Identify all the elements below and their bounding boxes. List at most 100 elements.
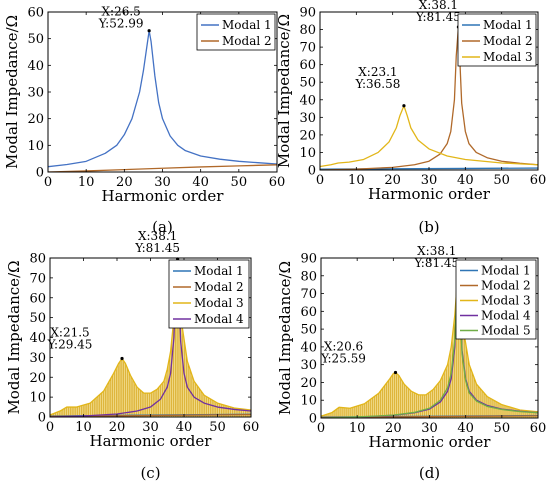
annotation-text: X:21.5 — [50, 325, 89, 339]
y-axis-label: Modal Impedance/Ω — [5, 260, 23, 414]
series-hatch-3 — [50, 266, 251, 417]
x-tick-label: 20 — [385, 421, 402, 436]
x-tick-label: 60 — [530, 421, 547, 436]
y-tick-label: 20 — [27, 112, 44, 127]
legend-entry: Modal 2 — [222, 34, 272, 48]
y-tick-label: 40 — [27, 59, 44, 74]
y-tick-label: 60 — [300, 305, 317, 320]
legend-entry: Modal 2 — [483, 34, 533, 48]
y-tick-label: 20 — [300, 376, 317, 391]
x-axis-label: Harmonic order — [102, 187, 225, 205]
panel-label: (d) — [419, 464, 440, 482]
legend: Modal 1 Modal 2 Modal 3 Modal 4 — [168, 259, 250, 329]
series-line-2 — [320, 26, 538, 170]
x-tick-label: 40 — [457, 173, 474, 188]
y-axis-label: Modal Impedance/Ω — [3, 15, 21, 169]
y-tick-label: 10 — [299, 146, 316, 161]
x-tick-label: 40 — [192, 175, 209, 190]
annotation-text: Y:29.45 — [47, 337, 93, 351]
annotation-text: X:23.1 — [358, 65, 397, 79]
x-tick-label: 0 — [44, 175, 52, 190]
annotation-text: X:38.1 — [417, 244, 456, 258]
legend-entry: Modal 1 — [481, 264, 531, 278]
panel-label: (a) — [152, 218, 173, 236]
y-tick-label: 70 — [300, 287, 317, 302]
y-tick-label: 0 — [36, 166, 44, 181]
chart-panel-d: 0 10 20 30 40 50 600102030405060708090Harmonic… — [276, 244, 546, 482]
annotation-marker — [120, 356, 124, 361]
x-tick-label: 30 — [154, 175, 171, 190]
legend-entry: Modal 2 — [481, 279, 531, 293]
annotation-text: Y:25.59 — [320, 352, 366, 366]
x-tick-label: 50 — [494, 421, 511, 436]
legend-entry: Modal 4 — [481, 309, 531, 323]
annotation-text: Y:81.45 — [415, 10, 461, 24]
x-tick-label: 30 — [142, 420, 159, 435]
x-tick-label: 10 — [349, 421, 366, 436]
x-tick-label: 10 — [78, 175, 95, 190]
y-tick-label: 90 — [299, 6, 316, 21]
x-tick-label: 40 — [176, 420, 193, 435]
annotation-text: X:38.1 — [138, 229, 177, 243]
x-tick-label: 10 — [75, 420, 92, 435]
y-tick-label: 60 — [299, 58, 316, 73]
legend-box — [196, 13, 276, 51]
y-tick-label: 60 — [27, 6, 44, 21]
x-tick-label: 20 — [116, 175, 133, 190]
x-tick-label: 10 — [348, 173, 365, 188]
y-tick-label: 30 — [29, 351, 46, 366]
y-tick-label: 50 — [299, 76, 316, 91]
x-tick-label: 20 — [109, 420, 126, 435]
x-tick-label: 40 — [457, 421, 474, 436]
y-tick-label: 50 — [27, 32, 44, 47]
y-tick-label: 10 — [29, 391, 46, 406]
x-tick-label: 60 — [243, 420, 260, 435]
x-axis-label: Harmonic order — [369, 433, 492, 451]
y-tick-label: 10 — [27, 139, 44, 154]
y-tick-label: 40 — [29, 331, 46, 346]
legend-entry: Modal 4 — [194, 312, 244, 326]
x-tick-label: 60 — [530, 173, 547, 188]
legend-entry: Modal 3 — [483, 50, 533, 64]
annotation-text: X:26.5 — [101, 5, 140, 19]
y-tick-label: 90 — [300, 252, 317, 267]
x-tick-label: 50 — [231, 175, 248, 190]
series-line-3 — [320, 105, 538, 168]
y-tick-label: 0 — [38, 411, 46, 426]
y-tick-label: 30 — [299, 111, 316, 126]
y-tick-label: 80 — [29, 252, 46, 267]
legend-box — [455, 259, 537, 340]
y-tick-label: 50 — [300, 323, 317, 338]
y-tick-label: 20 — [29, 371, 46, 386]
legend-entry: Modal 1 — [194, 264, 244, 278]
annotation-marker — [393, 370, 398, 375]
x-axis-label: Harmonic order — [90, 432, 213, 450]
annotation-text: Y:52.99 — [98, 17, 144, 31]
annotation-marker — [402, 104, 406, 108]
legend-entry: Modal 2 — [194, 280, 244, 294]
y-tick-label: 10 — [300, 394, 317, 409]
x-tick-label: 0 — [317, 421, 325, 436]
y-tick-label: 40 — [300, 340, 317, 355]
panel-label: (c) — [140, 464, 160, 482]
x-tick-label: 30 — [421, 421, 438, 436]
x-tick-label: 0 — [316, 173, 324, 188]
legend: Modal 1 Modal 2 Modal 3 — [457, 13, 537, 67]
y-tick-label: 30 — [27, 86, 44, 101]
x-tick-label: 50 — [209, 420, 226, 435]
legend-entry: Modal 1 — [483, 18, 533, 32]
y-tick-label: 80 — [299, 23, 316, 38]
y-tick-label: 30 — [300, 358, 317, 373]
y-tick-label: 50 — [29, 311, 46, 326]
x-tick-label: 60 — [269, 175, 286, 190]
y-tick-label: 80 — [300, 269, 317, 284]
legend: Modal 1 Modal 2 — [196, 13, 276, 51]
y-axis-label: Modal Impedance/Ω — [275, 14, 293, 168]
x-tick-label: 30 — [421, 173, 438, 188]
plot-area — [48, 30, 277, 172]
x-tick-label: 0 — [46, 420, 54, 435]
annotation-text: X:38.1 — [419, 0, 458, 12]
y-tick-label: 0 — [308, 164, 316, 179]
